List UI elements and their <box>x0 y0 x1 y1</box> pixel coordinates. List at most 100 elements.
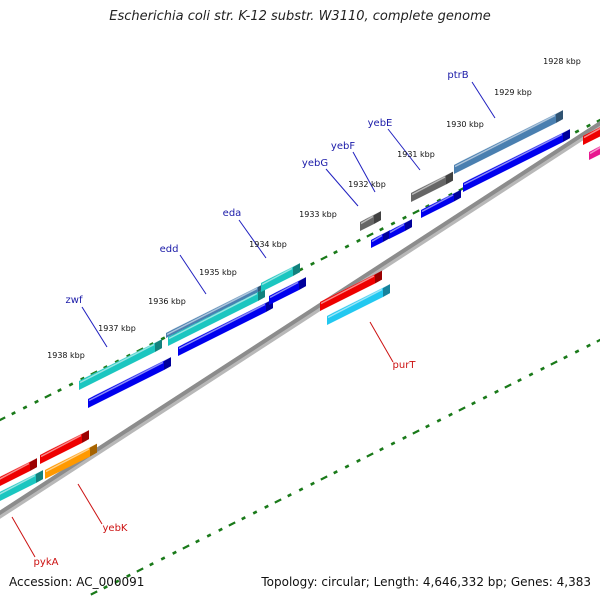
gene-label-yebE: yebE <box>368 118 393 129</box>
tick-mark <box>298 487 304 492</box>
cds-block <box>178 299 273 347</box>
gene-block-zwf <box>79 343 155 384</box>
tick-mark <box>310 261 315 266</box>
tick-mark <box>356 458 361 463</box>
tick-mark <box>80 376 85 381</box>
tick-mark <box>586 123 591 128</box>
cds-block <box>463 133 563 192</box>
map-title: Escherichia coli str. K-12 substr. W3110… <box>109 9 491 24</box>
gene-block-purT-top <box>375 270 382 284</box>
gene-block-edd <box>168 292 258 346</box>
gene-block-purT <box>383 284 390 297</box>
tick-mark <box>195 539 200 544</box>
gene-block-yebG <box>360 215 374 225</box>
tick-mark <box>160 336 166 341</box>
accession-text: Accession: AC_000091 <box>9 575 145 589</box>
gene-label-yebK: yebK <box>103 523 128 534</box>
tick-mark <box>448 192 453 197</box>
tick-mark <box>126 573 131 578</box>
cds-block <box>88 357 171 399</box>
scale-labels: 1928 kbp 1929 kbp 1930 kbp 1931 kbp 1932 kbp… <box>47 57 581 360</box>
tick-mark <box>550 360 558 366</box>
tick-mark <box>264 504 269 509</box>
tick-mark <box>574 129 580 134</box>
gene-block-purT <box>327 284 390 316</box>
cds-block <box>164 357 171 370</box>
gene-block-ptrB <box>454 114 556 174</box>
callout-line <box>471 81 496 119</box>
cds-block <box>269 281 299 299</box>
tick-mark <box>540 366 545 371</box>
gene-block-zwf <box>79 343 155 390</box>
tick-mark <box>436 198 442 203</box>
gene-block-yebK-top <box>40 434 82 458</box>
tick-mark <box>425 424 430 429</box>
tick-mark <box>252 510 258 515</box>
tick-mark <box>494 389 499 394</box>
callout-line <box>77 483 103 525</box>
gene-block-eda <box>261 263 300 283</box>
gene-block-yebK <box>45 443 97 470</box>
cds-block <box>269 281 299 305</box>
gene-label-yebF: yebF <box>331 141 355 152</box>
gene-block-pykA-top <box>0 458 37 477</box>
gene-block-ptrB <box>556 110 563 123</box>
gene-label-edd: edd <box>160 244 179 255</box>
tick-mark <box>114 579 120 584</box>
tick-mark <box>114 359 120 364</box>
tick-mark <box>0 416 6 422</box>
tick-mark <box>160 556 166 561</box>
cds-block <box>454 189 461 202</box>
gene-label-purT: purT <box>393 360 417 371</box>
tick-mark <box>206 533 212 538</box>
cds-block <box>88 361 164 408</box>
genome-summary-text: Topology: circular; Length: 4,646,332 bp… <box>261 575 591 589</box>
cds-block <box>178 303 266 356</box>
tick-mark <box>356 238 361 243</box>
cds-block <box>421 194 454 213</box>
gene-block-pykA-top <box>0 462 30 486</box>
tick-mark <box>366 452 374 458</box>
tick-mark <box>68 382 74 387</box>
callout-line <box>11 516 36 558</box>
gene-block-yebE <box>411 175 446 202</box>
gene-block-zwf <box>79 339 162 381</box>
cds-block <box>421 189 461 210</box>
gene-block-pykA-top <box>0 462 30 480</box>
scale-label: 1928 kbp <box>543 57 581 66</box>
callout-line <box>81 306 108 348</box>
cds-block <box>405 219 412 231</box>
cds-block <box>463 133 563 186</box>
gene-block-edge <box>583 127 600 145</box>
tick-mark <box>136 347 144 353</box>
feature-blocks <box>0 110 600 501</box>
tick-mark <box>412 209 420 215</box>
tick-mark <box>218 527 223 532</box>
tick-mark <box>136 567 144 573</box>
gene-block-pykA <box>36 470 43 483</box>
cds-block <box>389 223 405 234</box>
tick-mark <box>390 221 396 226</box>
tick-mark <box>366 232 374 238</box>
gene-block-edd-overlay <box>166 283 265 333</box>
gene-block-purT <box>327 288 383 319</box>
scale-label: 1933 kbp <box>299 210 337 219</box>
cds-block <box>463 129 570 183</box>
tick-mark <box>586 343 591 348</box>
gene-block-eda <box>293 263 300 276</box>
gene-block-ptrB <box>454 114 556 168</box>
gene-block-purT-top <box>320 274 375 311</box>
tick-mark <box>471 401 476 406</box>
tick-mark <box>90 590 98 596</box>
tick-mark <box>44 393 52 399</box>
scale-label: 1934 kbp <box>249 240 287 249</box>
tick-mark <box>172 550 177 555</box>
scale-label: 1929 kbp <box>494 88 532 97</box>
gene-label-zwf: zwf <box>66 295 83 306</box>
tick-mark <box>379 227 384 232</box>
tick-mark <box>390 441 396 446</box>
tick-mark <box>504 383 512 389</box>
tick-mark <box>11 411 16 416</box>
tick-mark <box>412 429 420 435</box>
